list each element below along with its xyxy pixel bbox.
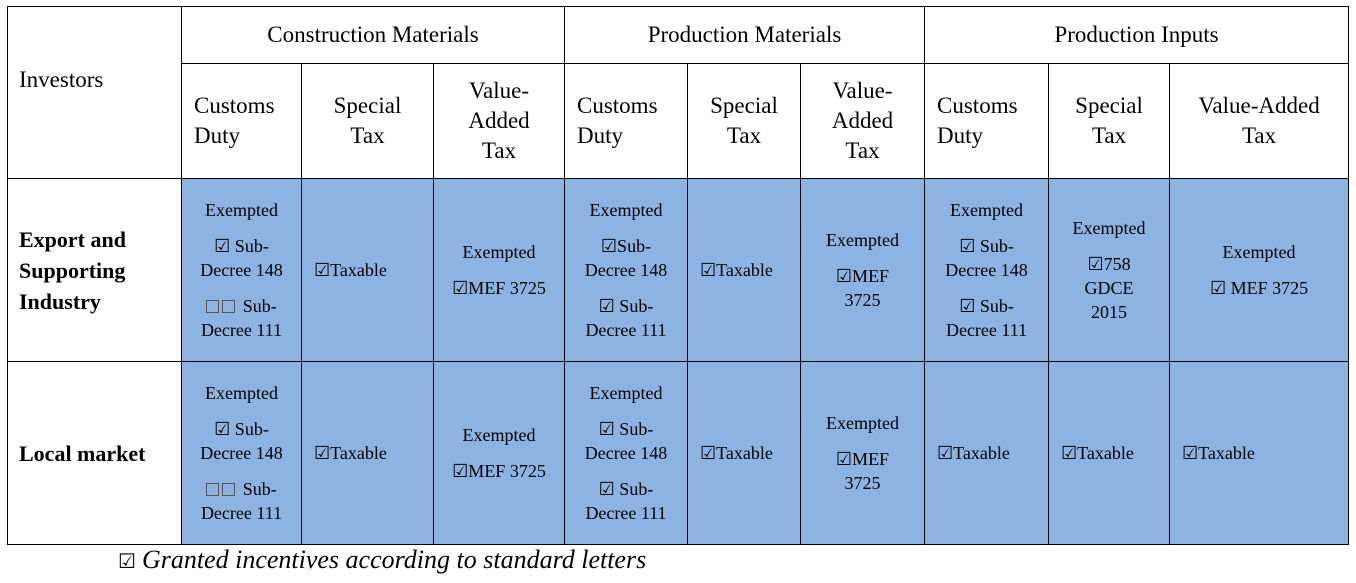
cell-construction-special: ☑Taxable [301, 361, 434, 545]
subhead-special-tax: Special Tax [1048, 63, 1171, 179]
empty-box-icon [206, 483, 220, 496]
cell-production-customs: Exempted ☑Sub- Decree 148 ☑ Sub- Decree 11… [564, 178, 688, 362]
cell-production-customs: Exempted ☑ Sub- Decree 148 ☑ Sub- Decree 1… [564, 361, 688, 545]
empty-box-icon [222, 483, 236, 496]
empty-box-icon [222, 300, 236, 313]
legend-note: ☑ Granted incentives according to standar… [118, 545, 646, 575]
subhead-special-tax: Special Tax [687, 63, 801, 179]
subhead-customs-duty: Customs Duty [181, 63, 302, 179]
cell-inputs-customs: Exempted ☑ Sub- Decree 148 ☑ Sub- Decree 1… [924, 178, 1050, 362]
row-label-export: Export and Supporting Industry [7, 178, 182, 362]
legend-text: Granted incentives according to standard… [141, 545, 647, 574]
cell-inputs-customs: ☑Taxable [924, 361, 1050, 545]
cell-construction-vat: Exempted ☑MEF 3725 [433, 178, 565, 362]
cell-production-vat: Exempted ☑MEF 3725 [799, 361, 926, 545]
cell-construction-customs: Exempted ☑ Sub- Decree 148 Sub- Decree 111 [181, 361, 302, 545]
cell-inputs-vat: ☑Taxable [1169, 361, 1350, 545]
incentives-table: Investors Construction Materials Product… [7, 6, 1350, 545]
cell-inputs-special: ☑Taxable [1048, 361, 1171, 545]
subhead-customs-duty: Customs Duty [564, 63, 688, 179]
cell-inputs-vat: Exempted ☑ MEF 3725 [1169, 178, 1350, 362]
cell-production-special: ☑Taxable [687, 361, 801, 545]
cell-construction-customs: Exempted ☑ Sub- Decree 148 Sub- Decree 111 [181, 178, 302, 362]
cell-inputs-special: Exempted ☑758 GDCE 2015 [1048, 178, 1171, 362]
group-production-inputs: Production Inputs [924, 6, 1350, 64]
investors-header: Investors [7, 6, 182, 179]
cell-production-vat: Exempted ☑MEF 3725 [799, 178, 926, 362]
subhead-customs-duty: Customs Duty [924, 63, 1050, 179]
empty-box-icon [206, 300, 220, 313]
checkbox-icon: ☑ [118, 551, 136, 573]
table-row: Local market Exempted ☑ Sub- Decree 148 S… [7, 361, 1350, 545]
cell-production-special: ☑Taxable [687, 178, 801, 362]
row-label-local: Local market [7, 361, 182, 545]
cell-construction-vat: Exempted ☑MEF 3725 [433, 361, 565, 545]
cell-construction-special: ☑Taxable [301, 178, 434, 362]
group-production-materials: Production Materials [563, 6, 926, 64]
group-construction-materials: Construction Materials [181, 6, 565, 64]
table-row: Export and Supporting Industry Exempted ☑ … [7, 178, 1350, 362]
subhead-special-tax: Special Tax [301, 63, 434, 179]
